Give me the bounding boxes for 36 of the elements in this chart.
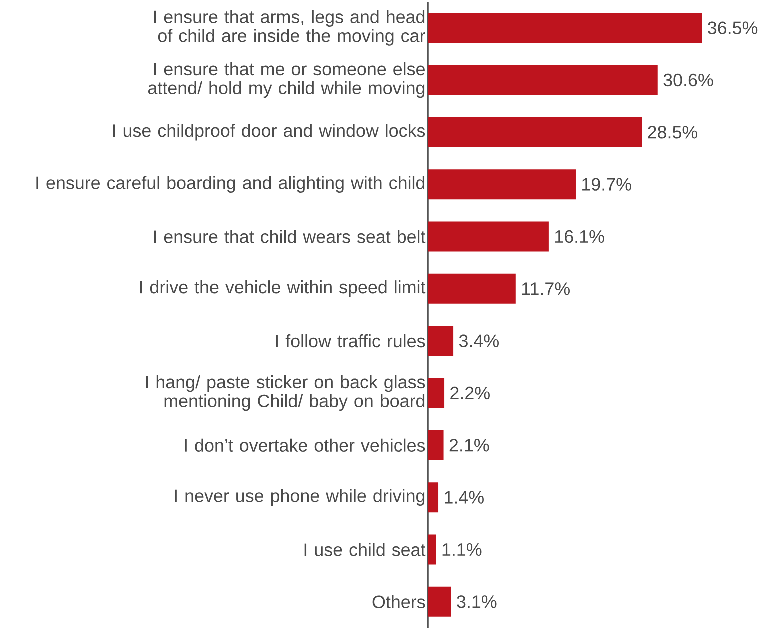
y-tick-label: I use child seat <box>304 543 426 556</box>
bar <box>428 65 658 96</box>
bar <box>428 534 436 565</box>
bar <box>428 430 444 460</box>
data-label: 2.1% <box>450 439 490 452</box>
bar <box>428 117 642 148</box>
bar <box>428 326 454 356</box>
y-tick-label: I follow traffic rules <box>276 334 426 348</box>
data-label: 36.5% <box>708 22 758 34</box>
bar <box>428 482 439 513</box>
y-tick-label: I never use phone while driving <box>175 489 425 506</box>
y-tick-label: I ensure that child wears seat belt <box>154 230 426 244</box>
y-tick-label: I drive the vehicle within speed limit <box>140 280 426 298</box>
data-label: 11.7% <box>522 282 570 296</box>
y-tick-label: I ensure careful boarding and alighting with child <box>36 176 425 193</box>
y-tick-label: I ensure that arms, legs and head of child are inside the moving car <box>154 10 426 46</box>
y-tick-label: I use childproof door and window locks <box>113 124 426 141</box>
bar <box>428 13 702 44</box>
data-label: 16.1% <box>556 230 604 244</box>
bar <box>428 274 516 304</box>
bar <box>428 222 549 252</box>
data-label: 30.6% <box>664 74 714 87</box>
data-label: 3.4% <box>459 334 499 348</box>
y-tick-label: Others <box>372 595 426 609</box>
y-tick-label: I hang/ paste sticker on back glass mentioning Child/ baby on board <box>146 375 426 412</box>
data-label: 28.5% <box>648 126 698 139</box>
data-label: 3.1% <box>457 596 497 608</box>
y-tick-label: I don’t overtake other vehicles <box>185 438 426 452</box>
bar <box>428 378 445 408</box>
bar <box>428 586 452 617</box>
data-label: 1.4% <box>445 491 484 504</box>
data-label: 2.2% <box>450 386 490 400</box>
bar <box>428 170 576 200</box>
data-label: 19.7% <box>582 178 632 191</box>
data-label: 1.1% <box>442 543 482 556</box>
y-tick-label: I ensure that me or someone else attend/ hold my child while moving <box>148 62 425 98</box>
